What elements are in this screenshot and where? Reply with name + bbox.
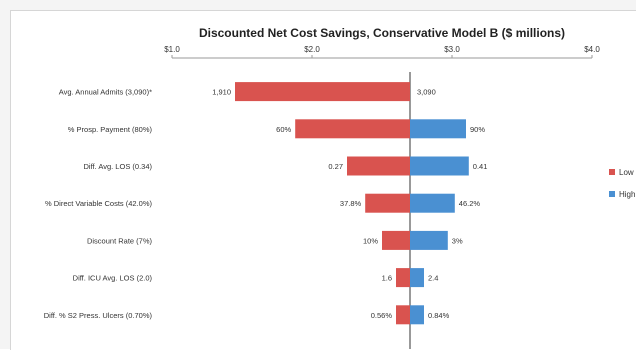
chart-panel — [10, 10, 636, 350]
bars: Avg. Annual Admits (3,090)* 1,910 3,090 % P… — [44, 82, 488, 325]
bar-high-label: 0.84% — [428, 311, 450, 320]
legend: Low High — [609, 168, 635, 199]
bar-low-label: 37.8% — [340, 199, 362, 208]
bar-low — [347, 156, 410, 176]
x-tick-label: $2.0 — [304, 45, 320, 54]
bar-low — [396, 268, 410, 288]
category-label: Diff. Avg. LOS (0.34) — [83, 162, 152, 171]
x-tick-label: $4.0 — [584, 45, 600, 54]
legend-label-high: High — [619, 190, 635, 199]
bar-high — [410, 193, 455, 213]
bar-high-label: 0.41 — [473, 162, 488, 171]
legend-swatch-low — [609, 169, 615, 175]
bar-high — [410, 305, 424, 325]
bar-low-label: 10% — [363, 236, 378, 245]
bar-high-label: 46.2% — [459, 199, 481, 208]
bar-low — [382, 230, 410, 250]
bar-low-label: 1.6 — [382, 274, 392, 283]
chart-title: Discounted Net Cost Savings, Conservativ… — [199, 26, 565, 40]
category-label: % Direct Variable Costs (42.0%) — [45, 199, 152, 208]
category-label: Avg. Annual Admits (3,090)* — [59, 88, 152, 97]
bar-high-label: 3,090 — [417, 88, 436, 97]
bar-low — [396, 305, 410, 325]
bar-high-label: 3% — [452, 236, 463, 245]
x-tick-label: $3.0 — [444, 45, 460, 54]
bar-low — [295, 119, 410, 139]
category-label: Discount Rate (7%) — [87, 236, 153, 245]
bar-low-label: 1,910 — [212, 88, 231, 97]
bar-high — [410, 119, 466, 139]
bar-high-label: 2.4 — [428, 274, 438, 283]
bar-high — [410, 156, 469, 176]
bar-high — [410, 230, 448, 250]
bar-low-label: 60% — [276, 125, 291, 134]
x-tick-label: $1.0 — [164, 45, 180, 54]
bar-high-label: 90% — [470, 125, 485, 134]
category-label: Diff. % S2 Press. Ulcers (0.70%) — [44, 311, 153, 320]
category-label: % Prosp. Payment (80%) — [68, 125, 153, 134]
legend-label-low: Low — [619, 168, 634, 177]
legend-swatch-high — [609, 191, 615, 197]
bar-low — [235, 82, 410, 102]
bar-low-label: 0.56% — [371, 311, 393, 320]
bar-low — [365, 193, 410, 213]
bar-high — [410, 268, 424, 288]
x-axis: $1.0 $2.0 $3.0 $4.0 — [164, 45, 600, 349]
category-label: Diff. ICU Avg. LOS (2.0) — [73, 274, 153, 283]
bar-low-label: 0.27 — [328, 162, 343, 171]
